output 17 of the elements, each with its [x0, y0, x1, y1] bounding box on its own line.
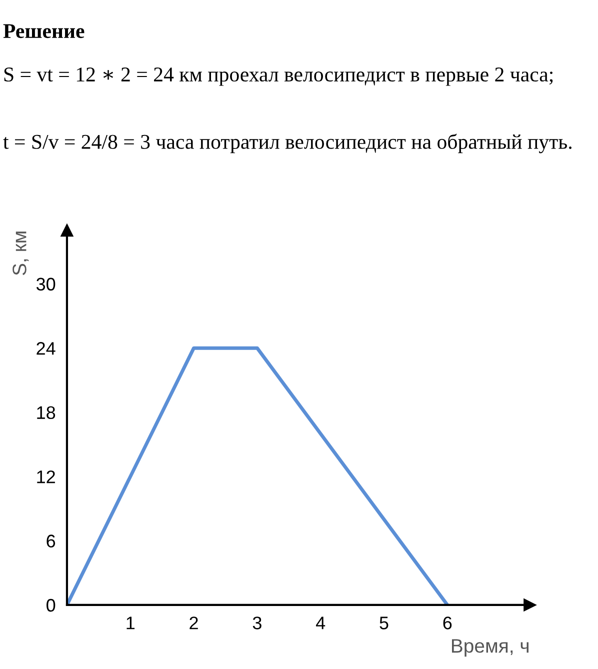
x-axis-title: Время, ч	[452, 639, 528, 657]
x-tick-label: 2	[190, 616, 198, 630]
y-tick-label: 12	[37, 470, 55, 484]
x-tick-label: 6	[443, 616, 452, 630]
y-tick-label: 24	[36, 342, 56, 355]
y-tick-label: 18	[37, 406, 56, 420]
y-tick-label: 6	[46, 534, 56, 548]
x-tick-label: 3	[252, 616, 262, 630]
x-tick-label: 4	[316, 616, 326, 630]
x-tick-label: 1	[126, 616, 135, 630]
y-axis-title: S, км	[12, 232, 29, 276]
text: t = S/v = 24/8 = 3 часа потратил велосипедист на обратный путь.	[3, 134, 572, 154]
y-tick-label: 0	[46, 598, 56, 612]
chart-title: Решение	[3, 24, 84, 38]
text: S = vt = 12 ∗ 2 = 24 км проехал велосипедист в первые 2 часа;	[4, 68, 553, 86]
x-tick-label: 5	[380, 616, 388, 630]
y-tick-label: 30	[36, 278, 56, 291]
